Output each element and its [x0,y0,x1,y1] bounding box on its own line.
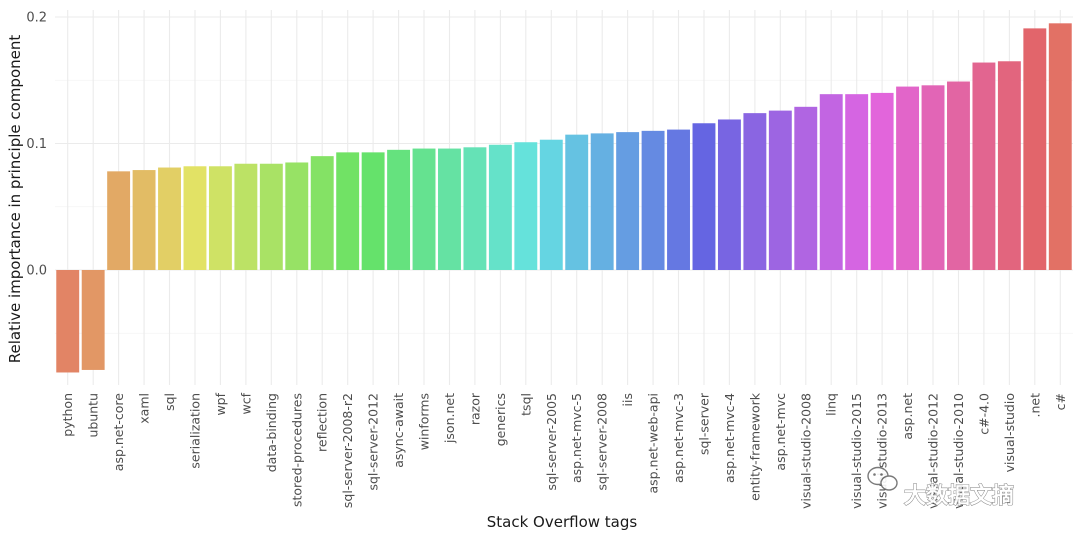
bar-asp.net-mvc-4 [717,119,741,270]
x-tick-label: visual-studio [1002,393,1017,472]
x-tick-labels: python ubuntu asp.net-core xaml sql serializa… [60,392,1068,509]
x-tick-label: asp.net-mvc-3 [671,393,686,483]
x-tick-label: visual-studio-2013 [875,393,890,509]
x-tick-label: visual-studio-2008 [798,393,813,509]
grid-lines [55,10,1073,385]
x-tick-label: sql-server [696,392,711,455]
x-tick-label: wpf [213,392,228,415]
y-axis-title: Relative importance in principle compone… [6,35,24,364]
x-tick-label: stored-procedures [289,393,304,507]
x-tick-label: winforms [417,393,432,450]
x-tick-label: visual-studio-2015 [849,393,864,509]
bar-visual-studio [997,61,1021,270]
x-tick-label: iis [620,393,635,406]
bar-entity-framework [743,113,767,270]
bar-asp.net-web-api [641,130,665,270]
bar-sql [158,167,181,270]
x-tick-label: ubuntu [86,393,101,438]
x-tick-label: serialization [187,393,202,469]
x-tick-label: json.net [442,393,457,444]
x-tick-label: asp.net [900,393,915,440]
bar-visual-studio-2008 [794,106,818,270]
bar-sql-server-2012 [361,152,385,270]
x-tick-label: tsql [518,393,533,416]
watermark-text: 大数据文摘 [904,483,1014,509]
x-tick-label: xaml [137,393,152,424]
bar-sql-server-2008-r2 [336,152,360,270]
bar-visual-studio-2010 [947,81,970,271]
bar-serialization [183,166,207,270]
bar-asp.net-core [107,171,131,270]
y-tick-labels: 0.0 0.1 0.2 [26,11,47,279]
x-tick-label: sql-server-2008 [595,393,610,491]
bar-reflection [310,156,334,270]
x-tick-label: visual-studio-2012 [926,393,941,509]
bar-sql-server-2005 [539,139,563,270]
bar-json.net [438,148,461,270]
x-tick-label: linq [824,393,839,416]
watermark: 大数据文摘 [867,466,1014,509]
bar-data-binding [259,163,283,270]
x-tick-label: c#-4.0 [976,393,991,435]
bar-.net [1023,28,1047,270]
bar-tsql [514,142,538,270]
x-tick-label: entity-framework [747,392,762,501]
y-tick-label: 0.0 [26,264,47,279]
x-tick-label: sql [162,393,177,411]
bar-c# [1048,23,1072,270]
x-tick-label: asp.net-mvc-4 [722,393,737,483]
x-tick-label: sql-server-2012 [366,393,381,491]
x-tick-label: asp.net-web-api [646,393,661,494]
x-tick-label: async-await [391,393,406,468]
x-tick-label: python [60,393,75,437]
bar-asp.net-mvc [768,110,792,270]
bar-visual-studio-2012 [921,85,945,270]
bar-sql-server-2008 [590,133,614,270]
bar-razor [463,147,487,270]
x-tick-label: reflection [315,393,330,452]
bar-iis [616,132,640,270]
bar-asp.net-mvc-5 [565,134,589,270]
bars [56,23,1072,373]
bar-winforms [412,148,436,270]
bar-wpf [208,166,232,270]
x-tick-label: c# [1053,393,1068,410]
bar-c#-4.0 [972,62,996,270]
bar-linq [819,94,843,270]
x-tick-label: asp.net-core [111,393,126,471]
bar-xaml [132,170,156,270]
x-tick-label: generics [493,393,508,446]
bar-async-await [387,149,411,270]
y-tick-label: 0.2 [26,11,47,26]
y-tick-label: 0.1 [26,137,47,152]
bar-python [56,270,80,373]
x-axis-title: Stack Overflow tags [487,513,638,531]
bar-generics [488,144,512,270]
x-tick-label: wcf [238,392,253,414]
x-tick-label: sql-server-2005 [544,393,559,491]
bar-visual-studio-2013 [870,92,894,271]
x-tick-label: asp.net-mvc [773,393,788,471]
bar-wcf [234,163,258,270]
x-tick-label: razor [467,392,482,425]
x-tick-label: asp.net-mvc-5 [569,393,584,483]
x-tick-label: visual-studio-2010 [951,393,966,509]
bar-visual-studio-2015 [845,94,869,270]
wechat-icon [867,466,898,491]
bar-sql-server [692,123,716,270]
bar-stored-procedures [285,162,309,270]
x-tick-label: data-binding [264,393,279,472]
x-tick-label: .net [1027,393,1042,418]
bar-asp.net-mvc-3 [667,129,690,270]
bar-asp.net [896,86,920,270]
x-tick-label: sql-server-2008-r2 [340,393,355,508]
bar-ubuntu [81,270,105,370]
